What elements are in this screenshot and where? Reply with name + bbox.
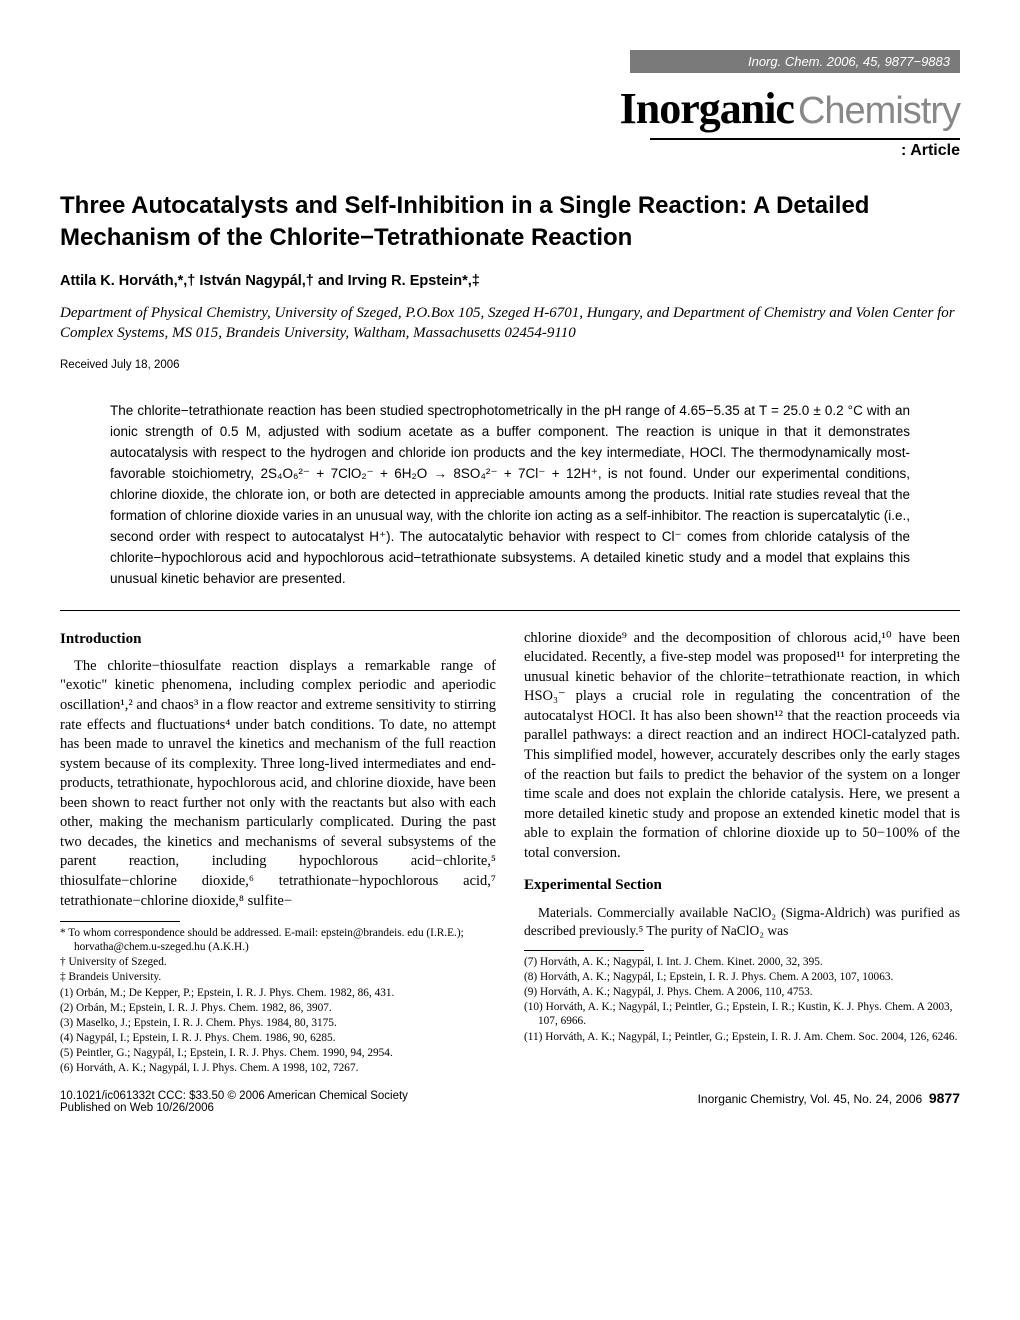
footnotes-right: (7) Horváth, A. K.; Nagypál, I. Int. J. … (524, 955, 960, 1044)
received-date: Received July 18, 2006 (60, 359, 960, 371)
journal-logo: Inorganic Chemistry (60, 83, 960, 134)
footnote-item: (4) Nagypál, I.; Epstein, I. R. J. Phys.… (60, 1031, 496, 1045)
footer-journal-info: Inorganic Chemistry, Vol. 45, No. 24, 20… (698, 1092, 923, 1106)
logo-part-inorganic: Inorganic (620, 83, 794, 134)
footnotes-left: * To whom correspondence should be addre… (60, 926, 496, 1075)
experimental-heading: Experimental Section (524, 875, 960, 895)
footer-right: Inorganic Chemistry, Vol. 45, No. 24, 20… (698, 1090, 960, 1114)
two-column-body: Introduction The chlorite−thiosulfate re… (60, 629, 960, 1077)
footer-left: 10.1021/ic061332t CCC: $33.50 © 2006 Ame… (60, 1090, 408, 1114)
footnote-item: (3) Maselko, J.; Epstein, I. R. J. Chem.… (60, 1016, 496, 1030)
right-column: chlorine dioxide⁹ and the decomposition … (524, 629, 960, 1077)
published-date: Published on Web 10/26/2006 (60, 1102, 408, 1114)
footnote-item: ‡ Brandeis University. (60, 970, 496, 984)
article-label: : Article (650, 138, 960, 160)
page-footer: 10.1021/ic061332t CCC: $33.50 © 2006 Ame… (60, 1090, 960, 1114)
footnote-item: (9) Horváth, A. K.; Nagypál, J. Phys. Ch… (524, 985, 960, 999)
introduction-heading: Introduction (60, 629, 496, 649)
page-number: 9877 (929, 1090, 960, 1106)
doi-copyright: 10.1021/ic061332t CCC: $33.50 © 2006 Ame… (60, 1090, 408, 1102)
journal-citation: Inorg. Chem. 2006, 45, 9877−9883 (630, 50, 960, 73)
footnote-item: * To whom correspondence should be addre… (60, 926, 496, 954)
abstract-text: The chlorite−tetrathionate reaction has … (110, 401, 910, 589)
logo-part-chemistry: Chemistry (798, 90, 960, 133)
footnote-item: (2) Orbán, M.; Epstein, I. R. J. Phys. C… (60, 1001, 496, 1015)
authors-line: Attila K. Horváth,*,† István Nagypál,† a… (60, 273, 960, 289)
separator-rule (60, 610, 960, 611)
footnote-separator-right (524, 950, 644, 951)
footnote-item: (8) Horváth, A. K.; Nagypál, I.; Epstein… (524, 970, 960, 984)
continuation-paragraph: chlorine dioxide⁹ and the decomposition … (524, 629, 960, 864)
footnote-separator-left (60, 921, 180, 922)
affiliation-block: Department of Physical Chemistry, Univer… (60, 303, 960, 344)
footnote-item: (1) Orbán, M.; De Kepper, P.; Epstein, I… (60, 986, 496, 1000)
footnote-item: (6) Horváth, A. K.; Nagypál, I. J. Phys.… (60, 1061, 496, 1075)
experimental-paragraph: Materials. Commercially available NaClO₂… (524, 904, 960, 940)
footnote-item: (7) Horváth, A. K.; Nagypál, I. Int. J. … (524, 955, 960, 969)
left-column: Introduction The chlorite−thiosulfate re… (60, 629, 496, 1077)
introduction-paragraph: The chlorite−thiosulfate reaction displa… (60, 657, 496, 911)
footnote-item: (5) Peintler, G.; Nagypál, I.; Epstein, … (60, 1046, 496, 1060)
page-container: Inorg. Chem. 2006, 45, 9877−9883 Inorgan… (0, 0, 1020, 1144)
header-citation-box: Inorg. Chem. 2006, 45, 9877−9883 (60, 50, 960, 73)
footnote-item: † University of Szeged. (60, 955, 496, 969)
footnote-item: (10) Horváth, A. K.; Nagypál, I.; Peintl… (524, 1000, 960, 1028)
footnote-item: (11) Horváth, A. K.; Nagypál, I.; Peintl… (524, 1030, 960, 1044)
article-title: Three Autocatalysts and Self-Inhibition … (60, 190, 960, 255)
